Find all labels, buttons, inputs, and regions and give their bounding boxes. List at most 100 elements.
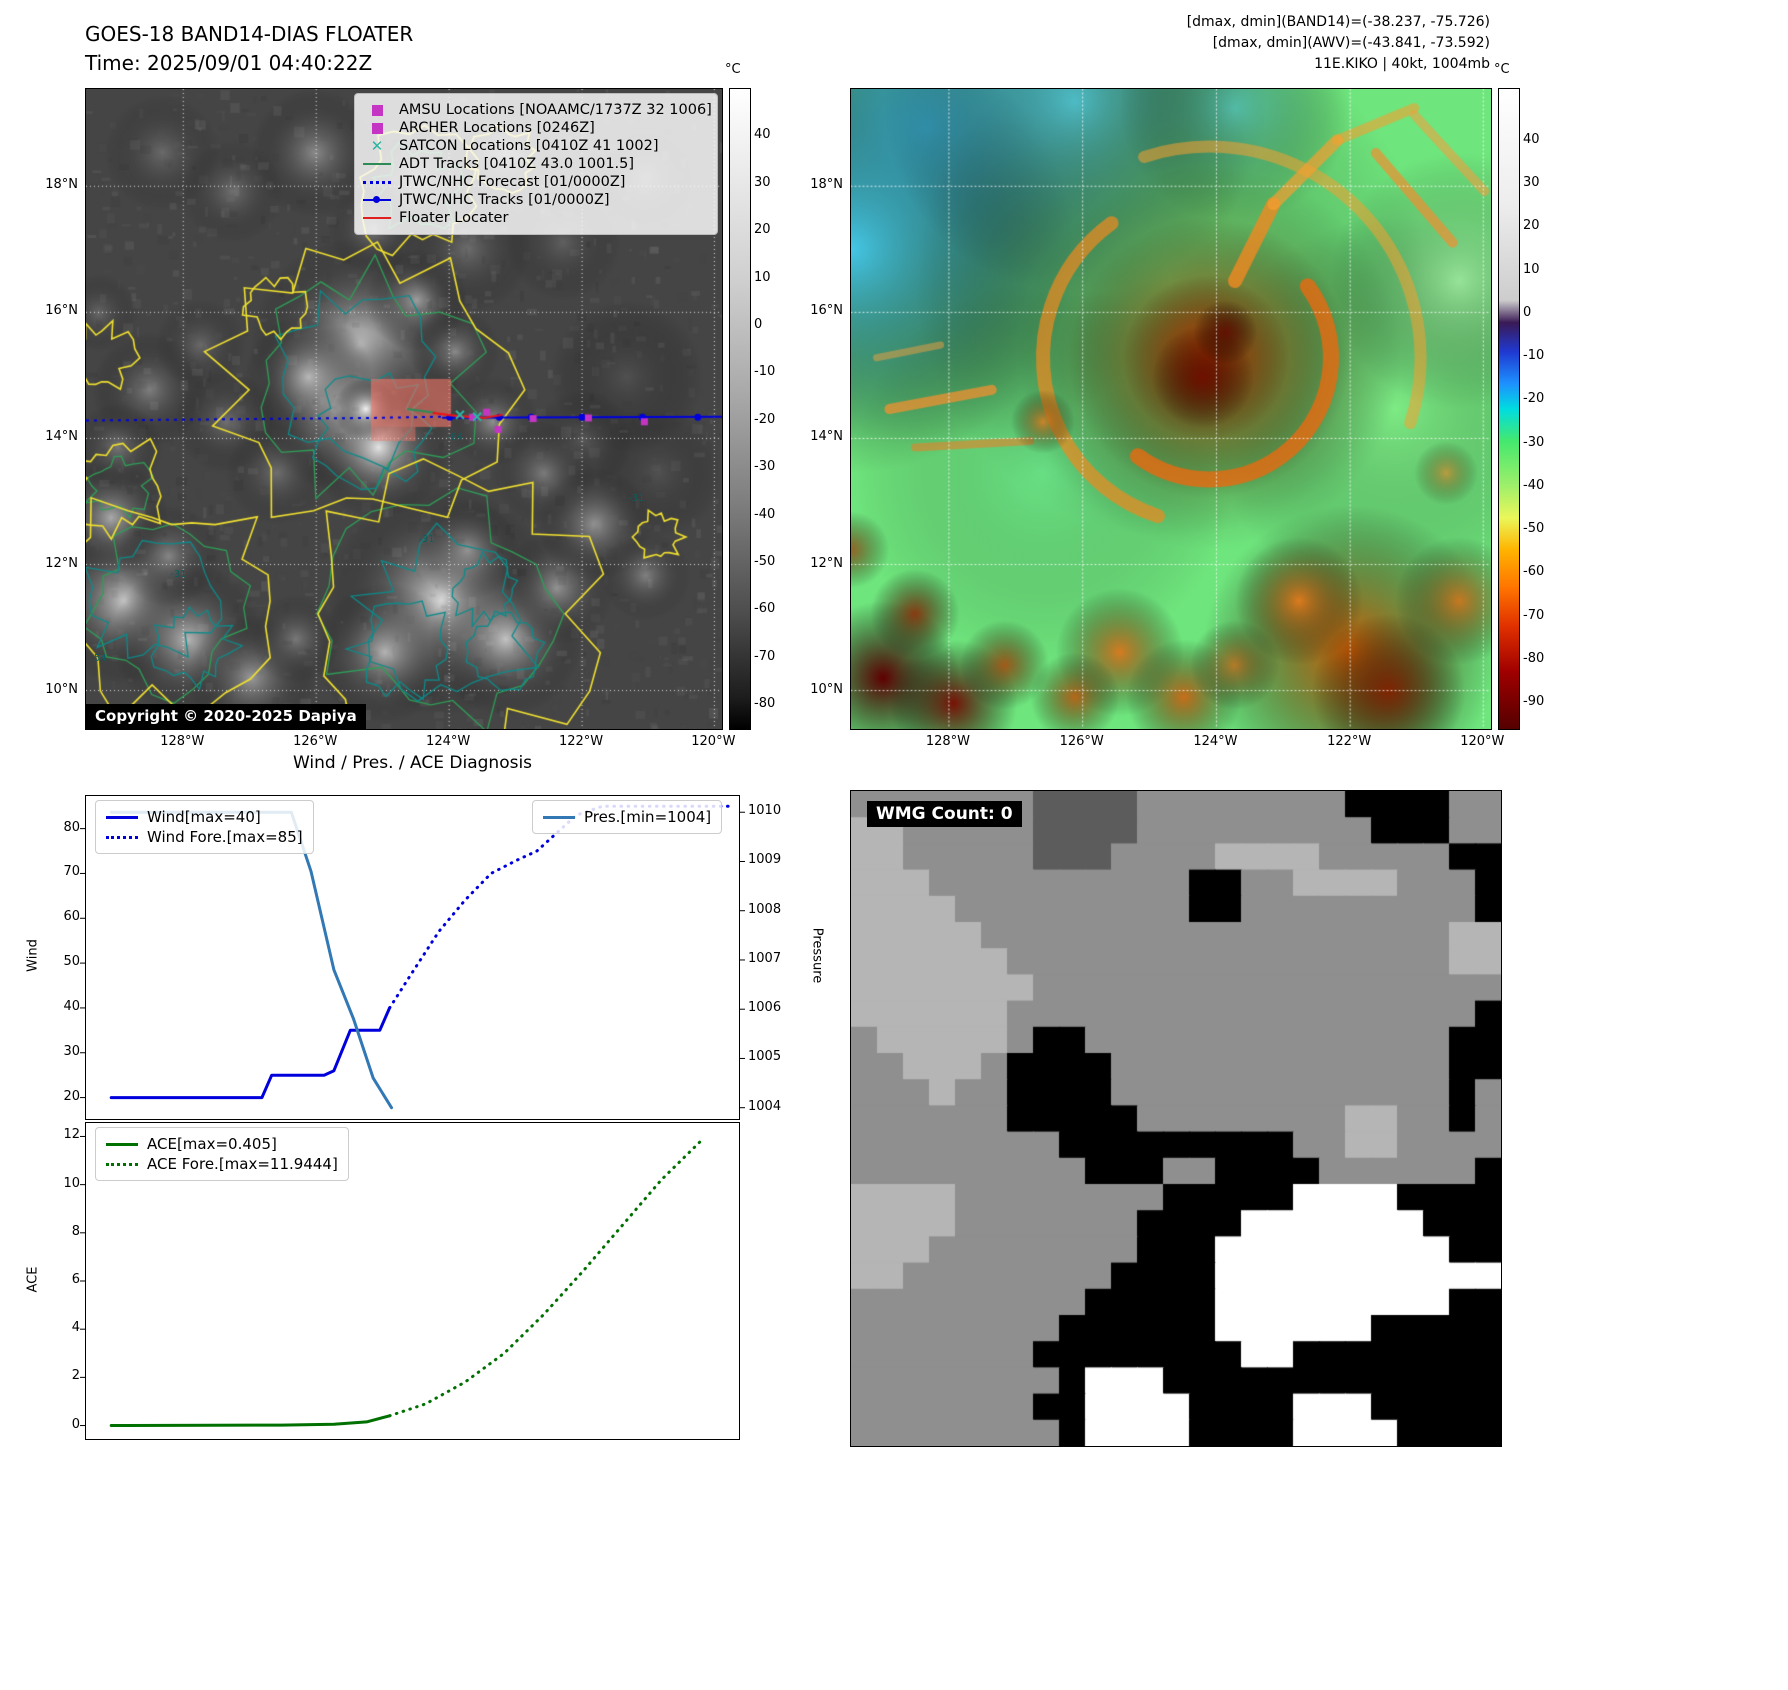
lon-label: 126°W <box>293 734 338 749</box>
ace-legend: ACE[max=0.405] ACE Fore.[max=11.9444] <box>95 1127 349 1181</box>
legend-label: JTWC/NHC Tracks [01/0000Z] <box>399 192 610 208</box>
legend-item-amsu: AMSU Locations [NOAAMC/1737Z 32 1006] <box>363 102 712 118</box>
wind-tick-label: 70 <box>63 864 80 880</box>
legend-label: Wind[max=40] <box>147 808 261 826</box>
legend-label: ACE Fore.[max=11.9444] <box>147 1155 338 1173</box>
colorbar-tick-label: -40 <box>754 506 776 522</box>
legend-label: AMSU Locations [NOAAMC/1737Z 32 1006] <box>399 102 712 118</box>
legend-item-forecast: JTWC/NHC Forecast [01/0000Z] <box>363 174 709 190</box>
legend-item-tracks: JTWC/NHC Tracks [01/0000Z] <box>363 192 709 208</box>
legend-item-floater: Floater Locater <box>363 210 709 226</box>
contour-label: 54 <box>93 652 107 664</box>
lon-label: 124°W <box>426 734 471 749</box>
lat-label: 18°N <box>45 177 78 193</box>
ace-axis-label: ACE <box>25 1266 41 1293</box>
wmg-grid-image <box>851 791 1501 1446</box>
ace-tick-label: 10 <box>63 1175 80 1191</box>
colorbar-tick-label: 10 <box>1523 261 1540 277</box>
diagnosis-title: Wind / Pres. / ACE Diagnosis <box>292 753 533 773</box>
colorbar-tick-label: -80 <box>1523 650 1545 666</box>
colorbar-tick-label: -40 <box>1523 477 1545 493</box>
legend-label: JTWC/NHC Forecast [01/0000Z] <box>399 174 626 190</box>
ace-tick-label: 8 <box>71 1223 80 1239</box>
colorbar-tick-label: -50 <box>754 554 776 570</box>
colorbar-tick-label: -50 <box>1523 521 1545 537</box>
colorbar-tick-label: -10 <box>754 364 776 380</box>
ace-tick-label: 4 <box>71 1320 80 1336</box>
colorbar-tick-label: -60 <box>1523 564 1545 580</box>
colorbar-tick-label: -80 <box>754 696 776 712</box>
legend-item-ace: ACE[max=0.405] <box>106 1135 338 1153</box>
legend-item-adt: ADT Tracks [0410Z 43.0 1001.5] <box>363 156 709 172</box>
archer-square-icon <box>363 122 391 134</box>
lat-label: 14°N <box>810 429 843 445</box>
satellite-time-label: Time: 2025/09/01 04:40:22Z <box>85 51 373 75</box>
legend-item-wind-forecast: Wind Fore.[max=85] <box>106 828 303 846</box>
lon-label: 124°W <box>1193 734 1238 749</box>
map-legend: AMSU Locations [NOAAMC/1737Z 32 1006] AR… <box>354 93 718 235</box>
lon-label: 122°W <box>558 734 604 749</box>
lon-label: 120°W <box>691 734 736 749</box>
amsu-square-icon <box>363 104 391 116</box>
legend-label: Wind Fore.[max=85] <box>147 828 303 846</box>
floater-line-icon <box>363 217 391 219</box>
ace-tick-label: 0 <box>71 1416 80 1432</box>
copyright-banner: Copyright © 2020-2025 Dapiya <box>86 704 366 729</box>
colorbar-tick-label: 0 <box>1523 304 1532 320</box>
pressure-tick-label: 1007 <box>748 950 782 966</box>
colorbar-tick-label: -70 <box>754 648 776 664</box>
wind-tick-label: 40 <box>63 998 80 1014</box>
legend-item-satcon: ✕ SATCON Locations [0410Z 41 1002] <box>363 138 709 154</box>
lon-label: 128°W <box>925 734 970 749</box>
dmax-band14-label: [dmax, dmin](BAND14)=(-38.237, -75.726) <box>1186 14 1490 30</box>
legend-item-wind: Wind[max=40] <box>106 808 303 826</box>
lat-label: 18°N <box>810 177 843 193</box>
wmg-count-badge: WMG Count: 0 <box>867 801 1022 827</box>
ace-tick-label: 12 <box>63 1127 80 1143</box>
wind-line-icon <box>106 815 138 819</box>
colorbar-tick-label: 30 <box>1523 175 1540 191</box>
grayscale-colorbar <box>729 88 751 730</box>
color-ir-colorbar <box>1498 88 1520 730</box>
pressure-tick-label: 1009 <box>748 852 782 868</box>
wind-tick-label: 20 <box>63 1088 80 1104</box>
lat-label: 12°N <box>810 555 843 571</box>
lon-label: 128°W <box>160 734 205 749</box>
lat-label: 14°N <box>45 429 78 445</box>
adt-line-icon <box>363 163 391 165</box>
colorbar-tick-label: -90 <box>1523 694 1545 710</box>
pressure-axis-label: Pressure <box>809 927 825 984</box>
colorbar-tick-label: -20 <box>1523 391 1545 407</box>
legend-label: SATCON Locations [0410Z 41 1002] <box>399 138 659 154</box>
wmg-panel: WMG Count: 0 <box>850 790 1502 1447</box>
contour-label: -31 <box>628 492 645 504</box>
awv-color-ir-map <box>850 88 1492 730</box>
tracks-line-dot-icon <box>363 195 391 205</box>
pressure-tick-label: 1005 <box>748 1049 782 1065</box>
contour-label: -64 <box>446 431 464 443</box>
colorbar-tick-label: 40 <box>754 127 771 143</box>
legend-label: Floater Locater <box>399 210 509 226</box>
wind-tick-label: 30 <box>63 1043 80 1059</box>
colorbar-tick-label: -20 <box>754 411 776 427</box>
satellite-product-title: GOES-18 BAND14-DIAS FLOATER <box>85 22 414 46</box>
colorbar-tick-label: 20 <box>1523 218 1540 234</box>
wind-legend: Wind[max=40] Wind Fore.[max=85] <box>95 800 314 854</box>
wind-tick-label: 80 <box>63 819 80 835</box>
storm-header: [dmax, dmin](BAND14)=(-38.237, -75.726) … <box>1187 12 1490 75</box>
contour-label: -31 <box>170 569 187 581</box>
lat-label: 16°N <box>45 303 78 319</box>
legend-label: ADT Tracks [0410Z 43.0 1001.5] <box>399 156 635 172</box>
satcon-x-icon: ✕ <box>370 136 384 155</box>
lon-label: 120°W <box>1460 734 1505 749</box>
dmax-awv-label: [dmax, dmin](AWV)=(-43.841, -73.592) <box>1212 35 1490 51</box>
ace-chart <box>80 1122 740 1440</box>
color-satellite-image <box>851 89 1491 729</box>
colorbar-tick-label: 40 <box>1523 131 1540 147</box>
pressure-tick-label: 1004 <box>748 1098 782 1114</box>
legend-label: ACE[max=0.405] <box>147 1135 277 1153</box>
legend-label: Pres.[min=1004] <box>584 808 712 826</box>
pressure-tick-label: 1010 <box>748 803 782 819</box>
legend-item-pressure: Pres.[min=1004] <box>543 808 711 826</box>
colorbar2-unit: °C <box>1494 62 1510 77</box>
